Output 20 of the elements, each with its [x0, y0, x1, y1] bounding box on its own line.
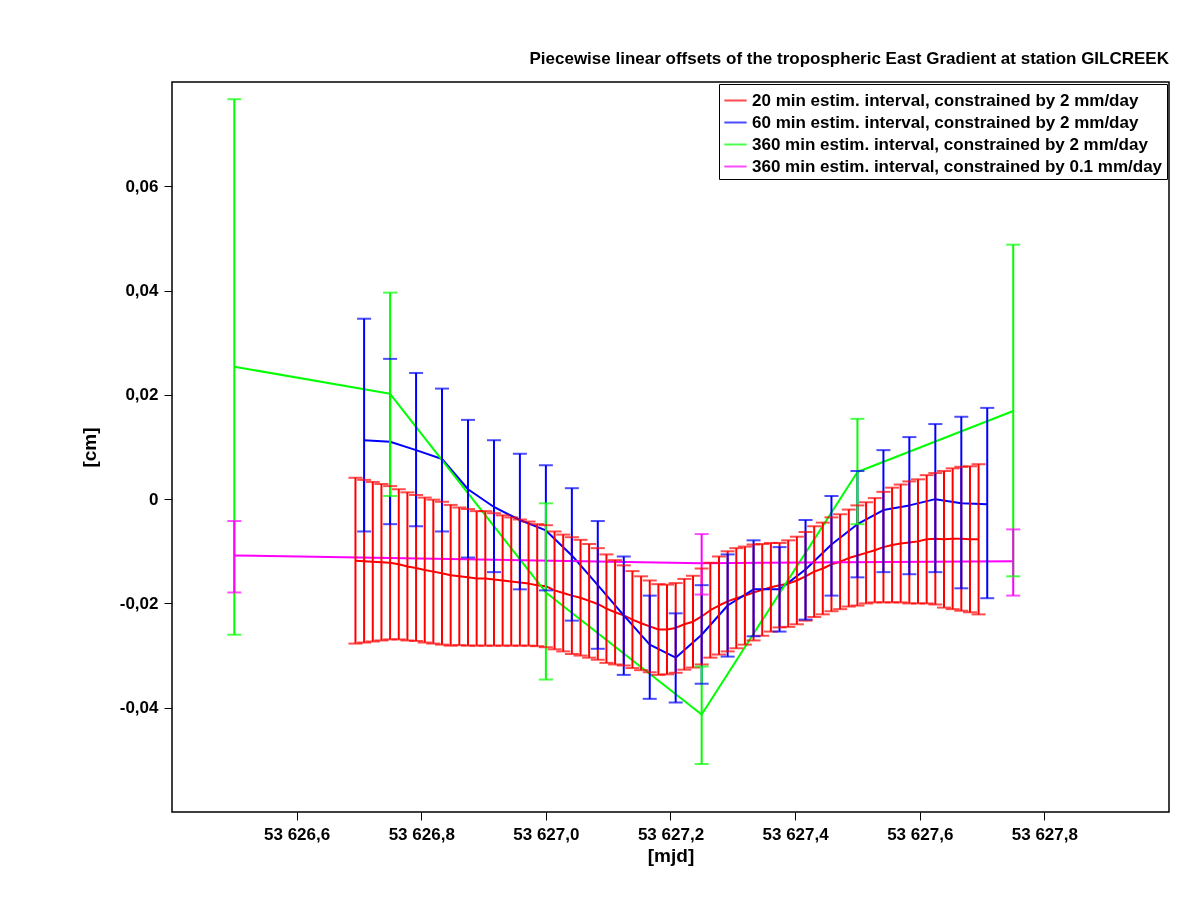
y-tick-label: 0 — [149, 489, 159, 509]
x-tick-label: 53 626,8 — [388, 824, 455, 844]
x-tick-label: 53 627,2 — [637, 824, 705, 844]
y-tick-label: 0,02 — [125, 385, 159, 405]
x-tick-label: 53 627,0 — [513, 824, 580, 844]
x-tick-label: 53 626,6 — [264, 824, 331, 844]
chart-title: Piecewise linear offsets of the tropospheric East Gradient at station GILCREEK — [529, 49, 1170, 68]
legend-label: 20 min estim. interval, constrained by 2 mm/day — [752, 90, 1139, 110]
legend-label: 360 min estim. interval, constrained by 2 mm/day — [752, 134, 1149, 154]
y-tick-label: -0,02 — [119, 593, 159, 613]
y-tick-label: -0,04 — [119, 698, 160, 718]
x-tick-label: 53 627,8 — [1011, 824, 1078, 844]
legend-label: 60 min estim. interval, constrained by 2 mm/day — [752, 112, 1139, 132]
legend-label: 360 min estim. interval, constrained by 0.1 mm/day — [752, 156, 1163, 176]
y-tick-label: 0,04 — [125, 281, 160, 301]
y-axis-title: [cm] — [78, 427, 100, 468]
x-tick-label: 53 627,6 — [887, 824, 954, 844]
x-tick-label: 53 627,4 — [762, 824, 830, 844]
y-tick-label: 0,06 — [125, 176, 159, 196]
x-axis-title: [mjd] — [647, 844, 695, 866]
